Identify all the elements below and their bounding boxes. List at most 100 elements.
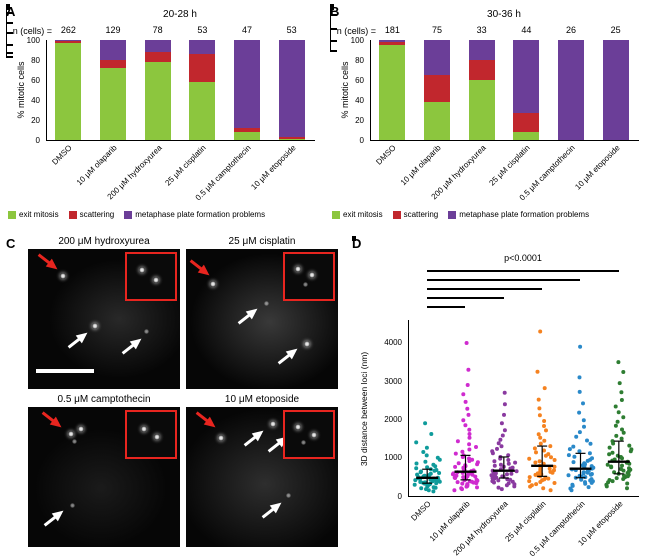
data-point bbox=[492, 463, 497, 468]
data-point bbox=[619, 436, 624, 441]
legend-swatch-scattering bbox=[392, 210, 401, 219]
data-point bbox=[527, 456, 532, 461]
data-point bbox=[475, 460, 480, 465]
data-point bbox=[527, 475, 532, 480]
locus-dot bbox=[270, 421, 276, 427]
n-value: 78 bbox=[152, 25, 163, 35]
white-arrow-icon bbox=[275, 345, 300, 368]
y-tick-label: 60 bbox=[355, 75, 364, 85]
data-point bbox=[452, 488, 457, 493]
data-point bbox=[567, 447, 572, 452]
data-point bbox=[581, 418, 586, 423]
data-point bbox=[542, 386, 547, 391]
legend-label-exit-mitosis: exit mitosis bbox=[19, 210, 59, 219]
data-point bbox=[496, 485, 501, 490]
data-point bbox=[610, 479, 615, 484]
data-point bbox=[538, 441, 543, 446]
data-point bbox=[490, 449, 495, 454]
data-point bbox=[415, 472, 420, 477]
data-point bbox=[425, 465, 430, 470]
bar-segment bbox=[144, 40, 171, 52]
data-point bbox=[548, 488, 553, 493]
bar-segment bbox=[234, 40, 260, 128]
inset-locus-dot bbox=[311, 432, 317, 438]
data-point bbox=[412, 482, 417, 487]
data-point bbox=[619, 390, 624, 395]
data-point bbox=[424, 445, 429, 450]
data-point bbox=[423, 421, 428, 426]
panel-b-y-axis-label: % mitotic cells bbox=[340, 61, 350, 119]
scale-bar bbox=[36, 369, 94, 373]
scatter-plot-canvas bbox=[412, 329, 634, 494]
data-point bbox=[542, 419, 547, 423]
data-point bbox=[547, 466, 552, 471]
bar-segment bbox=[278, 40, 305, 137]
panel-d-letter: D bbox=[352, 236, 362, 251]
data-point bbox=[502, 390, 507, 395]
error-bar bbox=[6, 54, 7, 56]
data-point bbox=[435, 455, 440, 460]
bar-segment bbox=[234, 132, 260, 140]
y-tick-mark bbox=[330, 9, 334, 10]
data-point bbox=[616, 410, 621, 415]
data-point bbox=[434, 468, 439, 472]
error-bar bbox=[6, 14, 7, 22]
data-point bbox=[414, 466, 419, 471]
microscopy-title-cisplatin: 25 μM cisplatin bbox=[228, 236, 296, 247]
microscopy-image-camptothecin bbox=[28, 407, 180, 547]
data-point bbox=[423, 480, 428, 485]
data-point bbox=[577, 449, 582, 454]
bar-segment bbox=[55, 40, 82, 41]
data-point bbox=[465, 482, 470, 487]
data-point bbox=[568, 486, 573, 491]
y-tick-mark bbox=[330, 7, 334, 8]
data-point bbox=[609, 464, 614, 469]
bar-segment bbox=[189, 40, 216, 54]
data-point bbox=[537, 406, 542, 411]
bar-segment bbox=[424, 40, 450, 75]
data-point bbox=[610, 439, 615, 444]
data-point bbox=[621, 415, 626, 420]
y-tick-mark bbox=[330, 5, 334, 6]
error-bar-cap bbox=[330, 41, 337, 42]
n-value: 262 bbox=[60, 25, 76, 35]
data-point bbox=[419, 469, 423, 474]
red-arrow-icon bbox=[193, 409, 218, 432]
data-point bbox=[475, 485, 479, 490]
data-point bbox=[456, 461, 461, 466]
data-point bbox=[552, 464, 557, 469]
microscopy-image-cisplatin bbox=[186, 249, 338, 389]
data-point bbox=[454, 473, 459, 478]
data-point bbox=[571, 444, 576, 449]
data-point bbox=[419, 486, 424, 491]
n-value: 75 bbox=[431, 25, 442, 35]
data-point bbox=[499, 421, 504, 426]
data-point bbox=[552, 468, 556, 473]
data-point bbox=[537, 413, 542, 418]
red-arrow-icon bbox=[35, 251, 60, 274]
y-tick-label: 0 bbox=[35, 135, 40, 145]
error-bar-cap bbox=[330, 50, 337, 51]
y-tick-mark bbox=[6, 5, 10, 6]
locus-dot bbox=[60, 273, 66, 279]
data-point bbox=[610, 450, 615, 455]
significance-line bbox=[427, 288, 543, 290]
data-point bbox=[577, 410, 582, 415]
bar-segment bbox=[602, 40, 629, 140]
n-value: 25 bbox=[610, 25, 621, 35]
data-point bbox=[536, 397, 541, 402]
bar-segment bbox=[144, 52, 171, 62]
bar-segment bbox=[468, 80, 495, 140]
data-point bbox=[581, 401, 585, 406]
data-point bbox=[467, 427, 472, 432]
n-value: 26 bbox=[565, 25, 576, 35]
panel-a-title: 20-28 h bbox=[163, 9, 197, 20]
panel-c: C 200 μM hydroxyurea 25 μM cisplatin bbox=[6, 236, 350, 558]
data-point bbox=[621, 370, 626, 374]
data-point bbox=[536, 432, 541, 437]
legend-item-scattering: scattering bbox=[392, 210, 438, 219]
inset-locus-dot bbox=[303, 282, 308, 287]
y-tick-label: 60 bbox=[31, 75, 40, 85]
data-point bbox=[423, 459, 428, 464]
